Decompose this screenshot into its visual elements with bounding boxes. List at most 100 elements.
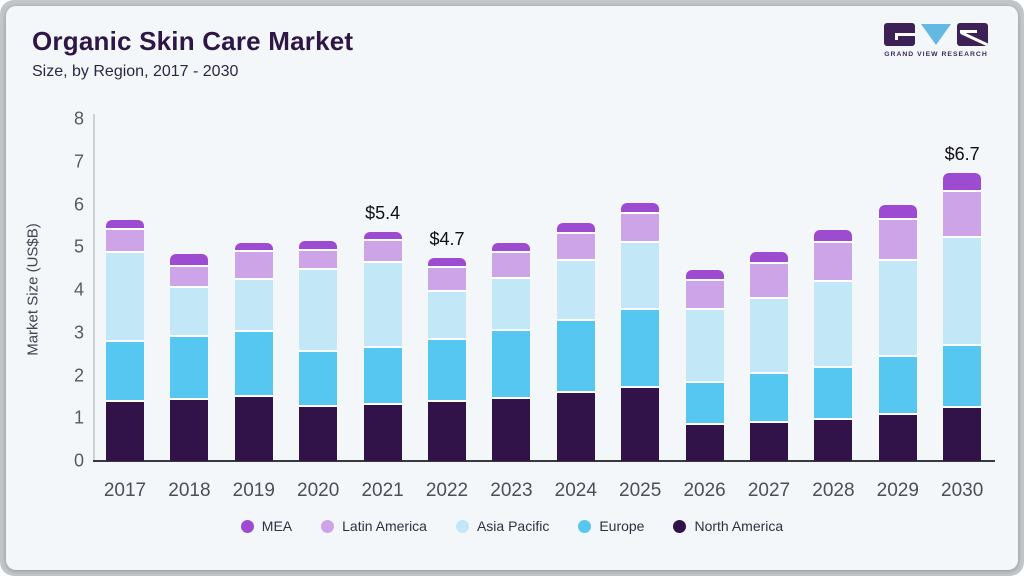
bar-segment-mea-2022 bbox=[428, 258, 466, 269]
bar-segment-europe-2030 bbox=[943, 346, 982, 408]
bar-segment-latin-america-2020 bbox=[299, 250, 338, 270]
bar-segment-latin-america-2030 bbox=[943, 191, 982, 239]
bar-segment-mea-2025 bbox=[621, 203, 660, 214]
x-tick-label-2018: 2018 bbox=[168, 480, 211, 501]
x-tick-label-2030: 2030 bbox=[941, 480, 984, 501]
bar-segment-mea-2029 bbox=[878, 204, 917, 221]
y-tick-label: 5 bbox=[73, 236, 84, 257]
x-tick-label-2026: 2026 bbox=[683, 480, 726, 501]
x-tick-label-2027: 2027 bbox=[747, 480, 791, 501]
bar-segment-latin-america-2023 bbox=[492, 253, 531, 279]
y-axis-line bbox=[93, 114, 95, 461]
bar-segment-mea-2017 bbox=[106, 220, 144, 230]
bar-segment-north-america-2025 bbox=[621, 387, 660, 461]
legend-label: MEA bbox=[261, 518, 293, 534]
y-tick-label: 2 bbox=[73, 365, 84, 385]
y-tick-label: 4 bbox=[73, 279, 84, 300]
bar-segment-europe-2029 bbox=[878, 356, 917, 415]
x-tick-label-2025: 2025 bbox=[619, 480, 662, 501]
x-tick-label-2023: 2023 bbox=[490, 480, 533, 501]
bar-segment-europe-2017 bbox=[106, 342, 144, 403]
bar-segment-europe-2019 bbox=[234, 331, 273, 397]
legend-dot-icon bbox=[578, 519, 592, 533]
legend-label: Asia Pacific bbox=[476, 518, 550, 534]
bar-segment-north-america-2017 bbox=[106, 402, 144, 461]
legend-item-north-america: North America bbox=[673, 518, 783, 534]
legend-dot-icon bbox=[673, 519, 687, 533]
bar-segment-europe-2028 bbox=[814, 368, 853, 421]
bar-segment-latin-america-2028 bbox=[814, 243, 853, 282]
bar-segment-asia-pacific-2028 bbox=[814, 281, 853, 369]
bar-value-label-2030: $6.7 bbox=[944, 144, 980, 165]
logo-g-block-icon bbox=[884, 23, 915, 46]
bar-segment-latin-america-2027 bbox=[750, 263, 788, 299]
bar-segment-north-america-2026 bbox=[685, 425, 724, 461]
bar-segment-north-america-2024 bbox=[556, 392, 595, 461]
gvr-logo: GRAND VIEW RESEARCH bbox=[884, 23, 988, 58]
x-tick-label-2017: 2017 bbox=[103, 480, 147, 501]
bar-segment-north-america-2030 bbox=[943, 407, 982, 461]
logo-v-triangle-icon bbox=[921, 24, 951, 45]
bar-segment-europe-2026 bbox=[685, 382, 724, 426]
legend-label: Europe bbox=[599, 518, 645, 534]
bar-segment-europe-2021 bbox=[363, 348, 402, 405]
bar-segment-asia-pacific-2021 bbox=[363, 262, 402, 349]
legend-dot-icon bbox=[455, 519, 469, 533]
logo-brand-text: GRAND VIEW RESEARCH bbox=[884, 51, 988, 58]
legend-label: Latin America bbox=[342, 518, 427, 534]
y-tick-label: 0 bbox=[73, 450, 84, 471]
bar-segment-europe-2022 bbox=[428, 340, 466, 403]
x-tick-label-2021: 2021 bbox=[361, 480, 404, 501]
bar-segment-asia-pacific-2024 bbox=[556, 261, 595, 321]
legend-item-mea: MEA bbox=[240, 518, 293, 534]
bar-segment-north-america-2020 bbox=[299, 407, 338, 461]
bar-segment-europe-2018 bbox=[170, 337, 209, 401]
bar-segment-mea-2026 bbox=[685, 269, 724, 281]
bar-segment-north-america-2023 bbox=[492, 399, 531, 461]
bar-segment-north-america-2018 bbox=[170, 400, 209, 461]
bar-segment-asia-pacific-2023 bbox=[492, 278, 531, 331]
bar-segment-mea-2027 bbox=[750, 251, 788, 264]
bar-segment-asia-pacific-2026 bbox=[685, 310, 724, 383]
bar-segment-north-america-2029 bbox=[878, 414, 917, 461]
x-axis-line bbox=[93, 459, 995, 462]
y-tick-label: 8 bbox=[73, 108, 84, 129]
legend-item-europe: Europe bbox=[578, 518, 644, 534]
page-subtitle: Size, by Region, 2017 - 2030 bbox=[32, 63, 239, 80]
bar-segment-europe-2027 bbox=[750, 374, 788, 423]
bar-segment-mea-2023 bbox=[492, 242, 531, 254]
bar-segment-north-america-2022 bbox=[428, 402, 466, 461]
bar-segment-latin-america-2019 bbox=[234, 252, 273, 281]
bar-segment-mea-2020 bbox=[299, 240, 338, 251]
bar-segment-latin-america-2026 bbox=[685, 280, 724, 311]
logo-r-block-icon bbox=[957, 23, 988, 46]
bar-segment-latin-america-2022 bbox=[428, 268, 466, 292]
x-tick-label-2019: 2019 bbox=[232, 480, 275, 501]
bar-segment-latin-america-2029 bbox=[878, 220, 917, 262]
bar-segment-asia-pacific-2020 bbox=[299, 269, 338, 352]
bar-segment-mea-2018 bbox=[170, 254, 209, 267]
bar-segment-mea-2021 bbox=[363, 232, 402, 242]
bar-segment-latin-america-2024 bbox=[556, 234, 595, 262]
y-tick-label: 6 bbox=[73, 194, 84, 214]
bar-segment-europe-2024 bbox=[556, 320, 595, 393]
bar-segment-latin-america-2017 bbox=[106, 229, 144, 254]
bar-segment-north-america-2019 bbox=[234, 396, 273, 461]
bar-segment-mea-2028 bbox=[814, 230, 853, 244]
stacked-bar-chart: Market Size (US$B) 0 1 2 3 4 5 6 7 8 2017 2018 2019… bbox=[6, 6, 1018, 570]
page-title: Organic Skin Care Market bbox=[32, 26, 354, 56]
bar-segment-europe-2025 bbox=[621, 309, 660, 388]
bar-segment-north-america-2028 bbox=[814, 420, 853, 461]
legend-item-asia-pacific: Asia Pacific bbox=[455, 518, 550, 534]
bar-value-label-2022: $4.7 bbox=[429, 229, 465, 250]
x-tick-label-2029: 2029 bbox=[876, 480, 919, 501]
y-tick-label: 1 bbox=[73, 407, 84, 428]
chart-card: Organic Skin Care Market Size, by Region… bbox=[6, 6, 1018, 570]
bar-segment-europe-2023 bbox=[492, 330, 531, 400]
y-tick-label: 3 bbox=[73, 322, 84, 343]
y-axis-label: Market Size (US$B) bbox=[24, 223, 42, 356]
bar-segment-asia-pacific-2017 bbox=[106, 253, 144, 343]
legend-label: North America bbox=[694, 518, 784, 534]
x-tick-label-2028: 2028 bbox=[812, 480, 855, 501]
